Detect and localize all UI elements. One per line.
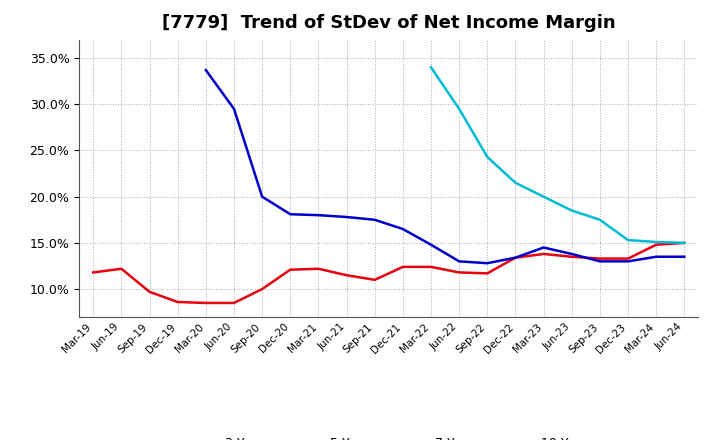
Line: 7 Years: 7 Years <box>431 67 684 243</box>
3 Years <box>230 300 238 305</box>
7 Years <box>455 106 464 111</box>
3 Years <box>511 255 520 260</box>
7 Years <box>539 194 548 199</box>
7 Years <box>652 239 660 245</box>
5 Years <box>567 251 576 257</box>
5 Years <box>539 245 548 250</box>
7 Years <box>624 238 632 243</box>
3 Years <box>595 256 604 261</box>
5 Years <box>314 213 323 218</box>
3 Years <box>370 277 379 282</box>
3 Years <box>258 286 266 292</box>
3 Years <box>174 299 182 304</box>
Title: [7779]  Trend of StDev of Net Income Margin: [7779] Trend of StDev of Net Income Marg… <box>162 15 616 33</box>
3 Years <box>483 271 492 276</box>
3 Years <box>567 254 576 259</box>
3 Years <box>539 251 548 257</box>
5 Years <box>624 259 632 264</box>
5 Years <box>202 67 210 73</box>
5 Years <box>258 194 266 199</box>
5 Years <box>511 255 520 260</box>
3 Years <box>427 264 436 270</box>
3 Years <box>89 270 98 275</box>
3 Years <box>117 266 126 271</box>
3 Years <box>624 256 632 261</box>
3 Years <box>202 300 210 305</box>
5 Years <box>286 212 294 217</box>
3 Years <box>286 267 294 272</box>
Line: 3 Years: 3 Years <box>94 243 684 303</box>
5 Years <box>652 254 660 259</box>
5 Years <box>427 242 436 247</box>
5 Years <box>595 259 604 264</box>
3 Years <box>342 272 351 278</box>
Legend: 3 Years, 5 Years, 7 Years, 10 Years: 3 Years, 5 Years, 7 Years, 10 Years <box>179 432 598 440</box>
5 Years <box>483 260 492 266</box>
7 Years <box>567 208 576 213</box>
5 Years <box>455 259 464 264</box>
3 Years <box>652 242 660 247</box>
3 Years <box>455 270 464 275</box>
7 Years <box>427 65 436 70</box>
7 Years <box>511 180 520 185</box>
5 Years <box>370 217 379 222</box>
3 Years <box>145 289 154 294</box>
3 Years <box>399 264 408 270</box>
3 Years <box>314 266 323 271</box>
5 Years <box>230 106 238 111</box>
7 Years <box>595 217 604 222</box>
5 Years <box>342 214 351 220</box>
7 Years <box>680 240 688 246</box>
Line: 5 Years: 5 Years <box>206 70 684 263</box>
5 Years <box>399 226 408 231</box>
3 Years <box>680 240 688 246</box>
7 Years <box>483 154 492 160</box>
5 Years <box>680 254 688 259</box>
